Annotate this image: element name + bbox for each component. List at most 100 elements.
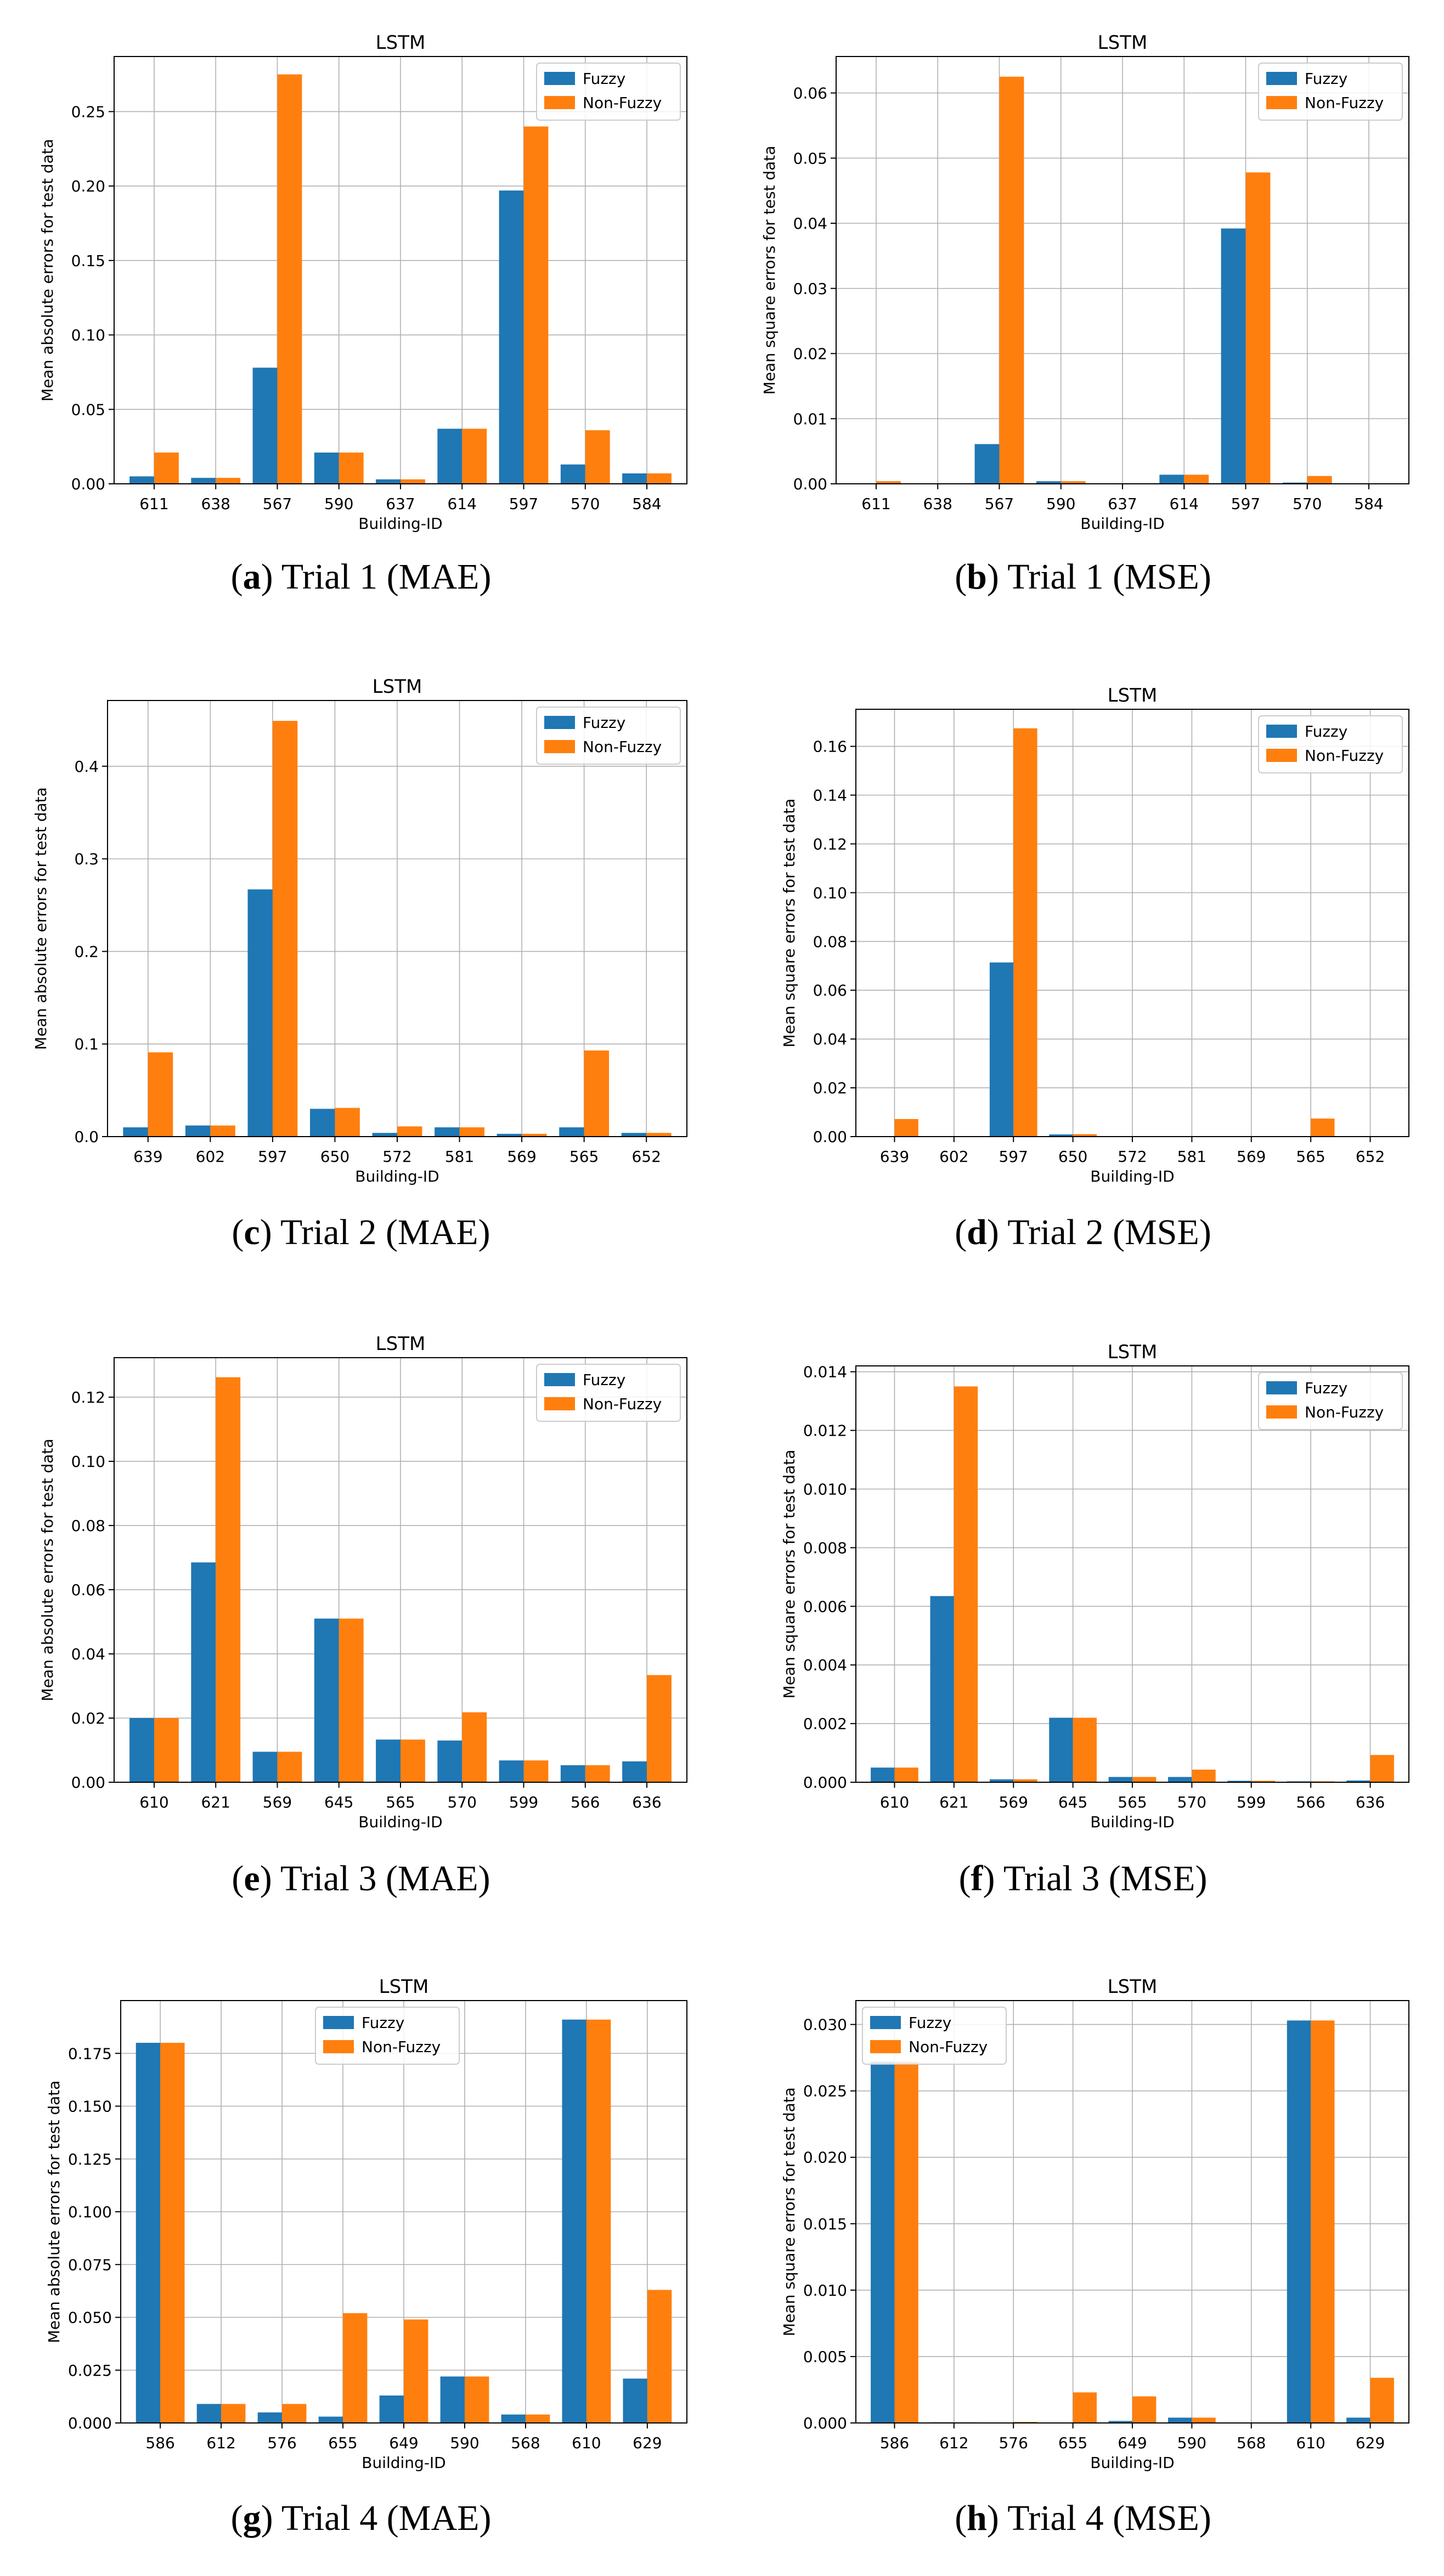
chart-panel: 0.000 0.025 0.050 0.075 0.100 0.125 0.150 0.175… [0,1932,722,2576]
y-tick-label: 0.10 [71,326,105,344]
x-tick-label: 584 [632,495,661,513]
bar [894,1767,918,1782]
legend-label: Fuzzy [909,2014,951,2032]
y-tick-label: 0.014 [803,1363,847,1381]
bar [989,1779,1014,1782]
x-tick-label: 639 [133,1148,162,1166]
chart-title: LSTM [373,676,422,698]
legend-label: Non-Fuzzy [362,2038,441,2056]
x-tick-label: 584 [1354,495,1383,513]
x-tick-label: 581 [445,1148,474,1166]
bar [129,476,154,484]
bar [462,1712,487,1782]
bar [216,478,241,484]
legend-label: Fuzzy [583,714,625,732]
bar [210,1125,235,1137]
bar [999,76,1024,484]
y-axis-label: Mean absolute errors for test data [38,1439,57,1702]
bar [1245,172,1271,484]
x-tick-label: 569 [263,1793,292,1811]
y-tick-label: 0.04 [813,1030,847,1048]
legend-label: Non-Fuzzy [583,94,662,112]
bar [1370,1755,1394,1782]
bar [221,2404,246,2423]
y-tick-label: 0.15 [71,252,105,270]
x-tick-label: 566 [1296,1793,1325,1811]
bar [523,1760,549,1782]
subfigure-caption: (d) Trial 2 (MSE) [955,1212,1211,1252]
chart-panel: 0.00 0.02 0.04 0.06 0.08 0.10 0.12 610 621 569 645… [0,1288,722,1932]
y-tick-label: 0.04 [71,1645,105,1663]
series-non-fuzzy [876,76,1394,484]
bar [525,2414,550,2423]
bar [974,444,1000,484]
bar [129,1718,154,1782]
bar [160,2043,185,2423]
chart-title: LSTM [1108,685,1158,707]
x-tick-label: 621 [939,1793,968,1811]
x-tick-label: 629 [1356,2434,1385,2452]
chart-title: LSTM [376,1333,426,1355]
bar [623,2379,647,2423]
x-tick-label: 567 [985,495,1014,513]
x-tick-label: 655 [328,2434,357,2452]
caption-letter: c [244,1212,260,1252]
bar-chart: 0.00 0.01 0.02 0.03 0.04 0.05 0.06 611 638 567 590… [760,32,1409,597]
chart-title: LSTM [1108,1976,1158,1998]
caption-letter: d [967,1212,987,1252]
x-tick-label: 652 [631,1148,661,1166]
x-tick-label: 586 [880,2434,909,2452]
bar [459,1127,484,1137]
y-tick-label: 0.02 [813,1079,847,1097]
bar [1192,2417,1216,2423]
x-tick-label: 566 [571,1793,600,1811]
bar [277,1752,302,1782]
caption-letter: f [971,1858,984,1899]
y-tick-label: 0.1 [74,1035,99,1053]
bar [401,1739,425,1782]
bar [930,1596,954,1782]
x-tick-label: 570 [448,1793,477,1811]
y-tick-label: 0.00 [813,1128,847,1146]
bar [185,1125,211,1137]
bar [585,430,610,484]
caption-text: Trial 2 (MAE) [280,1212,490,1252]
series-non-fuzzy [894,728,1394,1137]
bar [148,1052,173,1137]
x-tick-label: 649 [1118,2434,1147,2452]
x-tick-label: 569 [999,1793,1028,1811]
caption-text: Trial 1 (MSE) [1007,557,1211,597]
y-tick-label: 0.050 [68,2309,112,2327]
x-tick-label: 611 [139,495,168,513]
bar [584,1050,610,1137]
y-tick-label: 0.075 [68,2256,112,2274]
bar [136,2043,161,2423]
x-tick-label: 597 [258,1148,287,1166]
series-non-fuzzy [154,1377,672,1782]
legend: Fuzzy Non-Fuzzy [1258,63,1403,121]
bar [1049,1718,1073,1782]
x-tick-label: 576 [267,2434,296,2452]
y-tick-label: 0.008 [803,1539,847,1557]
bar [1073,2392,1097,2423]
bar [1311,2020,1335,2423]
y-tick-label: 0.2 [74,942,99,961]
legend-label: Non-Fuzzy [1305,1403,1384,1421]
legend-label: Non-Fuzzy [909,2038,988,2056]
y-tick-label: 0.004 [803,1656,847,1674]
y-axis-label: Mean absolute errors for test data [32,787,50,1050]
bar [247,889,273,1137]
bar [379,2395,404,2423]
legend-label: Fuzzy [583,70,625,88]
x-tick-label: 602 [196,1148,225,1166]
y-tick-label: 0.006 [803,1597,847,1615]
caption-text: Trial 4 (MAE) [281,2498,492,2538]
caption-text: Trial 1 (MAE) [281,557,492,597]
x-tick-label: 645 [324,1793,353,1811]
legend-swatch [544,740,575,753]
x-tick-label: 597 [1231,495,1260,513]
bar [1227,1781,1251,1782]
bar [191,1562,216,1782]
series-fuzzy [851,228,1369,484]
series-fuzzy [871,1596,1370,1782]
